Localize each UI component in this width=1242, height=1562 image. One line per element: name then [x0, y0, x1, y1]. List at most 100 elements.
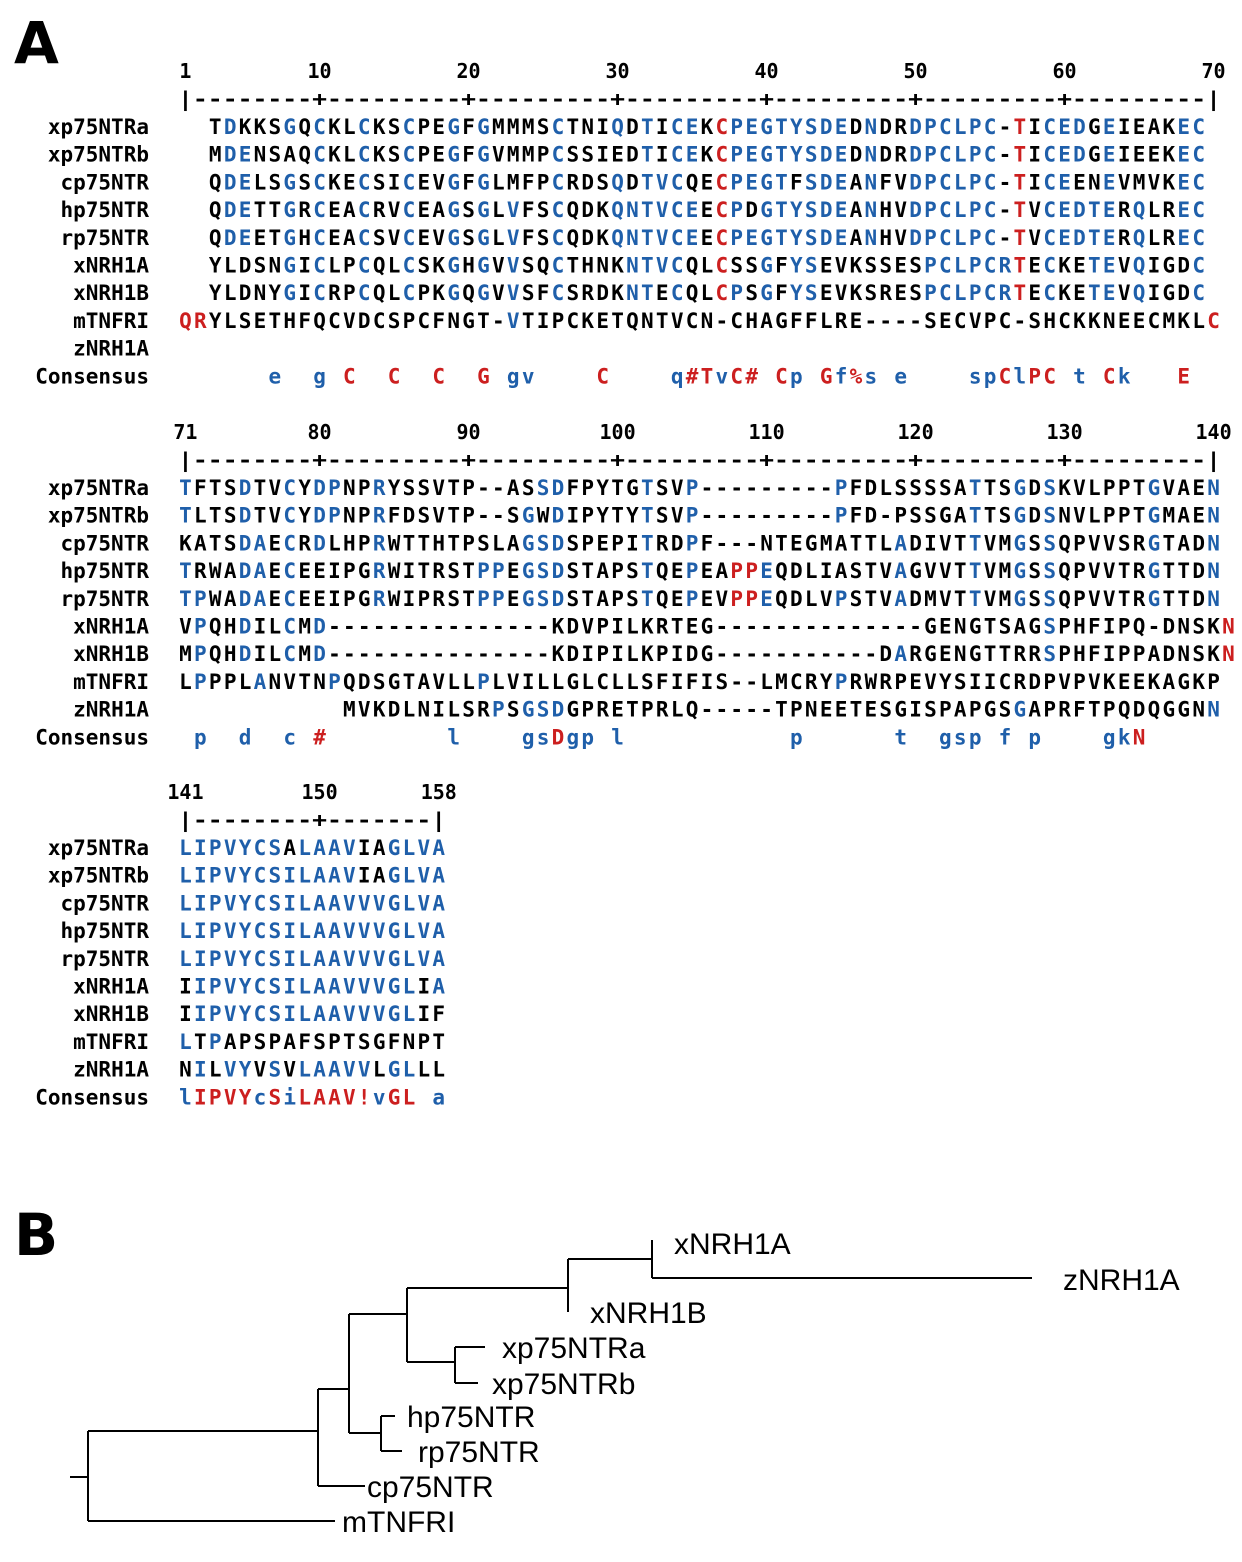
residue: D	[1073, 143, 1086, 167]
residue: -	[999, 226, 1012, 250]
residue: T	[1088, 198, 1101, 222]
residue: P	[537, 170, 550, 194]
residue: S	[537, 115, 550, 139]
ruler-number: 60	[1053, 59, 1077, 83]
residue: E	[239, 143, 252, 167]
residue: Y	[790, 143, 803, 167]
residue: N	[865, 226, 878, 250]
residue: R	[894, 143, 907, 167]
ruler-number: 70	[1202, 59, 1226, 83]
residue: Q	[209, 198, 222, 222]
residue: V	[388, 198, 401, 222]
tree-leaf-label: hp75NTR	[407, 1401, 535, 1434]
tree-leaf-label: zNRH1A	[1063, 1264, 1180, 1297]
residue: G	[760, 170, 773, 194]
residue: M	[492, 115, 505, 139]
residue: Y	[790, 115, 803, 139]
residue: I	[596, 115, 609, 139]
residue: L	[954, 198, 967, 222]
residue: L	[954, 143, 967, 167]
residue: E	[343, 170, 356, 194]
residue: G	[1088, 115, 1101, 139]
residue: K	[596, 198, 609, 222]
residue: H	[879, 226, 892, 250]
residue: K	[596, 226, 609, 250]
residue: I	[596, 143, 609, 167]
residue: C	[939, 115, 952, 139]
residue: V	[507, 198, 520, 222]
ruler-number: 10	[308, 59, 332, 83]
residue: K	[254, 115, 267, 139]
residue: D	[239, 254, 252, 278]
residue: -	[999, 115, 1012, 139]
residue: E	[686, 143, 699, 167]
residue: E	[745, 226, 758, 250]
ruler-number: 50	[904, 59, 928, 83]
residue: R	[1163, 226, 1176, 250]
residue: D	[909, 226, 922, 250]
residue: E	[1177, 198, 1190, 222]
sequence-name: xp75NTRa	[48, 115, 149, 139]
residue: D	[626, 143, 639, 167]
residue: L	[492, 198, 505, 222]
residue: C	[358, 254, 371, 278]
residue: Q	[686, 170, 699, 194]
residue: P	[924, 143, 937, 167]
residue: C	[358, 143, 371, 167]
residue: P	[343, 254, 356, 278]
residue: E	[686, 226, 699, 250]
residue: N	[269, 254, 282, 278]
residue: F	[462, 115, 475, 139]
residue: T	[775, 198, 788, 222]
residue: E	[701, 198, 714, 222]
residue: E	[835, 198, 848, 222]
residue: C	[716, 198, 729, 222]
residue: S	[537, 226, 550, 250]
residue: T	[775, 115, 788, 139]
residue: G	[477, 115, 490, 139]
residue: E	[328, 198, 341, 222]
residue: C	[984, 143, 997, 167]
residue: T	[1014, 143, 1027, 167]
residue: A	[343, 226, 356, 250]
residue: T	[269, 226, 282, 250]
residue: L	[492, 170, 505, 194]
residue: L	[254, 170, 267, 194]
residue: I	[1118, 115, 1131, 139]
residue: K	[1163, 115, 1176, 139]
residue: S	[388, 143, 401, 167]
residue: C	[1192, 115, 1205, 139]
residue: C	[552, 170, 565, 194]
residue: I	[388, 170, 401, 194]
residue: K	[701, 143, 714, 167]
residue: P	[418, 115, 431, 139]
residue: E	[1058, 226, 1071, 250]
residue: A	[343, 198, 356, 222]
residue: G	[760, 115, 773, 139]
residue: D	[224, 115, 237, 139]
residue: F	[462, 170, 475, 194]
residue: M	[522, 115, 535, 139]
residue: P	[924, 115, 937, 139]
residue: C	[716, 143, 729, 167]
residue: E	[1177, 143, 1190, 167]
residue: V	[894, 198, 907, 222]
residue: F	[522, 226, 535, 250]
residue: L	[492, 226, 505, 250]
residue: Y	[790, 226, 803, 250]
residue: C	[1192, 198, 1205, 222]
residue: S	[805, 115, 818, 139]
ruler-line: |--------+---------+---------+---------+…	[178, 87, 1221, 111]
residue: M	[1133, 170, 1146, 194]
residue: D	[224, 198, 237, 222]
residue: G	[447, 170, 460, 194]
residue: K	[328, 143, 341, 167]
residue: D	[879, 115, 892, 139]
residue: T	[641, 115, 654, 139]
residue: C	[984, 170, 997, 194]
residue: S	[373, 226, 386, 250]
residue: V	[432, 170, 445, 194]
residue: E	[1103, 170, 1116, 194]
residue: F	[522, 170, 535, 194]
residue: E	[1177, 170, 1190, 194]
